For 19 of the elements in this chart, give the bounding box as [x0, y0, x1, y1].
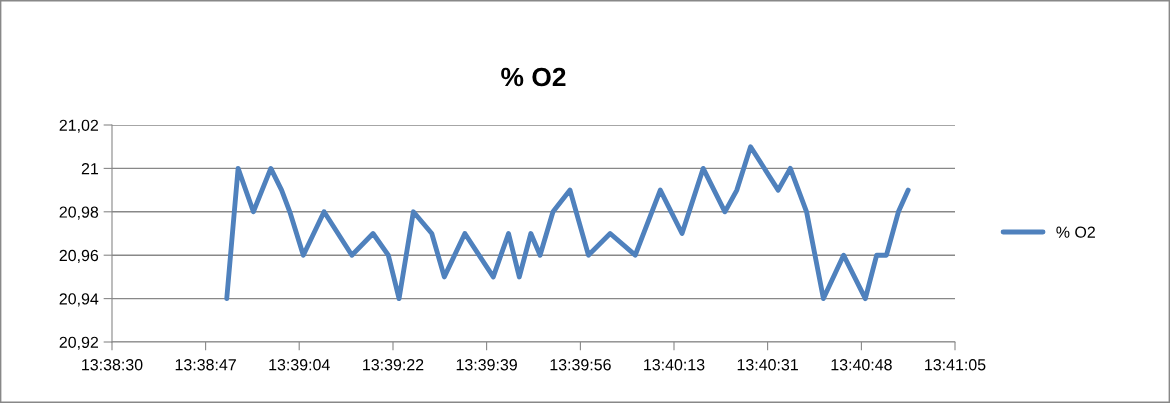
x-tick-label: 13:40:13 [644, 359, 705, 371]
legend-label: % O2 [1056, 226, 1095, 238]
chart-title: % O2 [501, 67, 566, 87]
x-tick-label: 13:39:22 [363, 359, 424, 371]
y-tick-label: 20,92 [59, 336, 99, 350]
x-tick-label: 13:38:47 [175, 359, 236, 371]
y-tick-label: 21,02 [59, 119, 99, 133]
x-tick-label: 13:40:48 [831, 359, 892, 371]
x-tick-label: 13:39:39 [456, 359, 517, 371]
x-tick-label: 13:38:30 [82, 359, 143, 371]
x-tick-label: 13:40:31 [737, 359, 798, 371]
y-tick-label: 20,96 [59, 249, 99, 264]
y-tick-label: 20,98 [59, 206, 99, 220]
line-series [224, 144, 911, 302]
x-tick-label: 13:39:04 [269, 359, 330, 371]
y-tick-label: 21 [81, 163, 99, 175]
x-tick-label: 13:39:56 [550, 359, 611, 371]
y-tick-label: 20,94 [59, 293, 99, 307]
x-tick-label: 13:41:05 [925, 359, 986, 371]
